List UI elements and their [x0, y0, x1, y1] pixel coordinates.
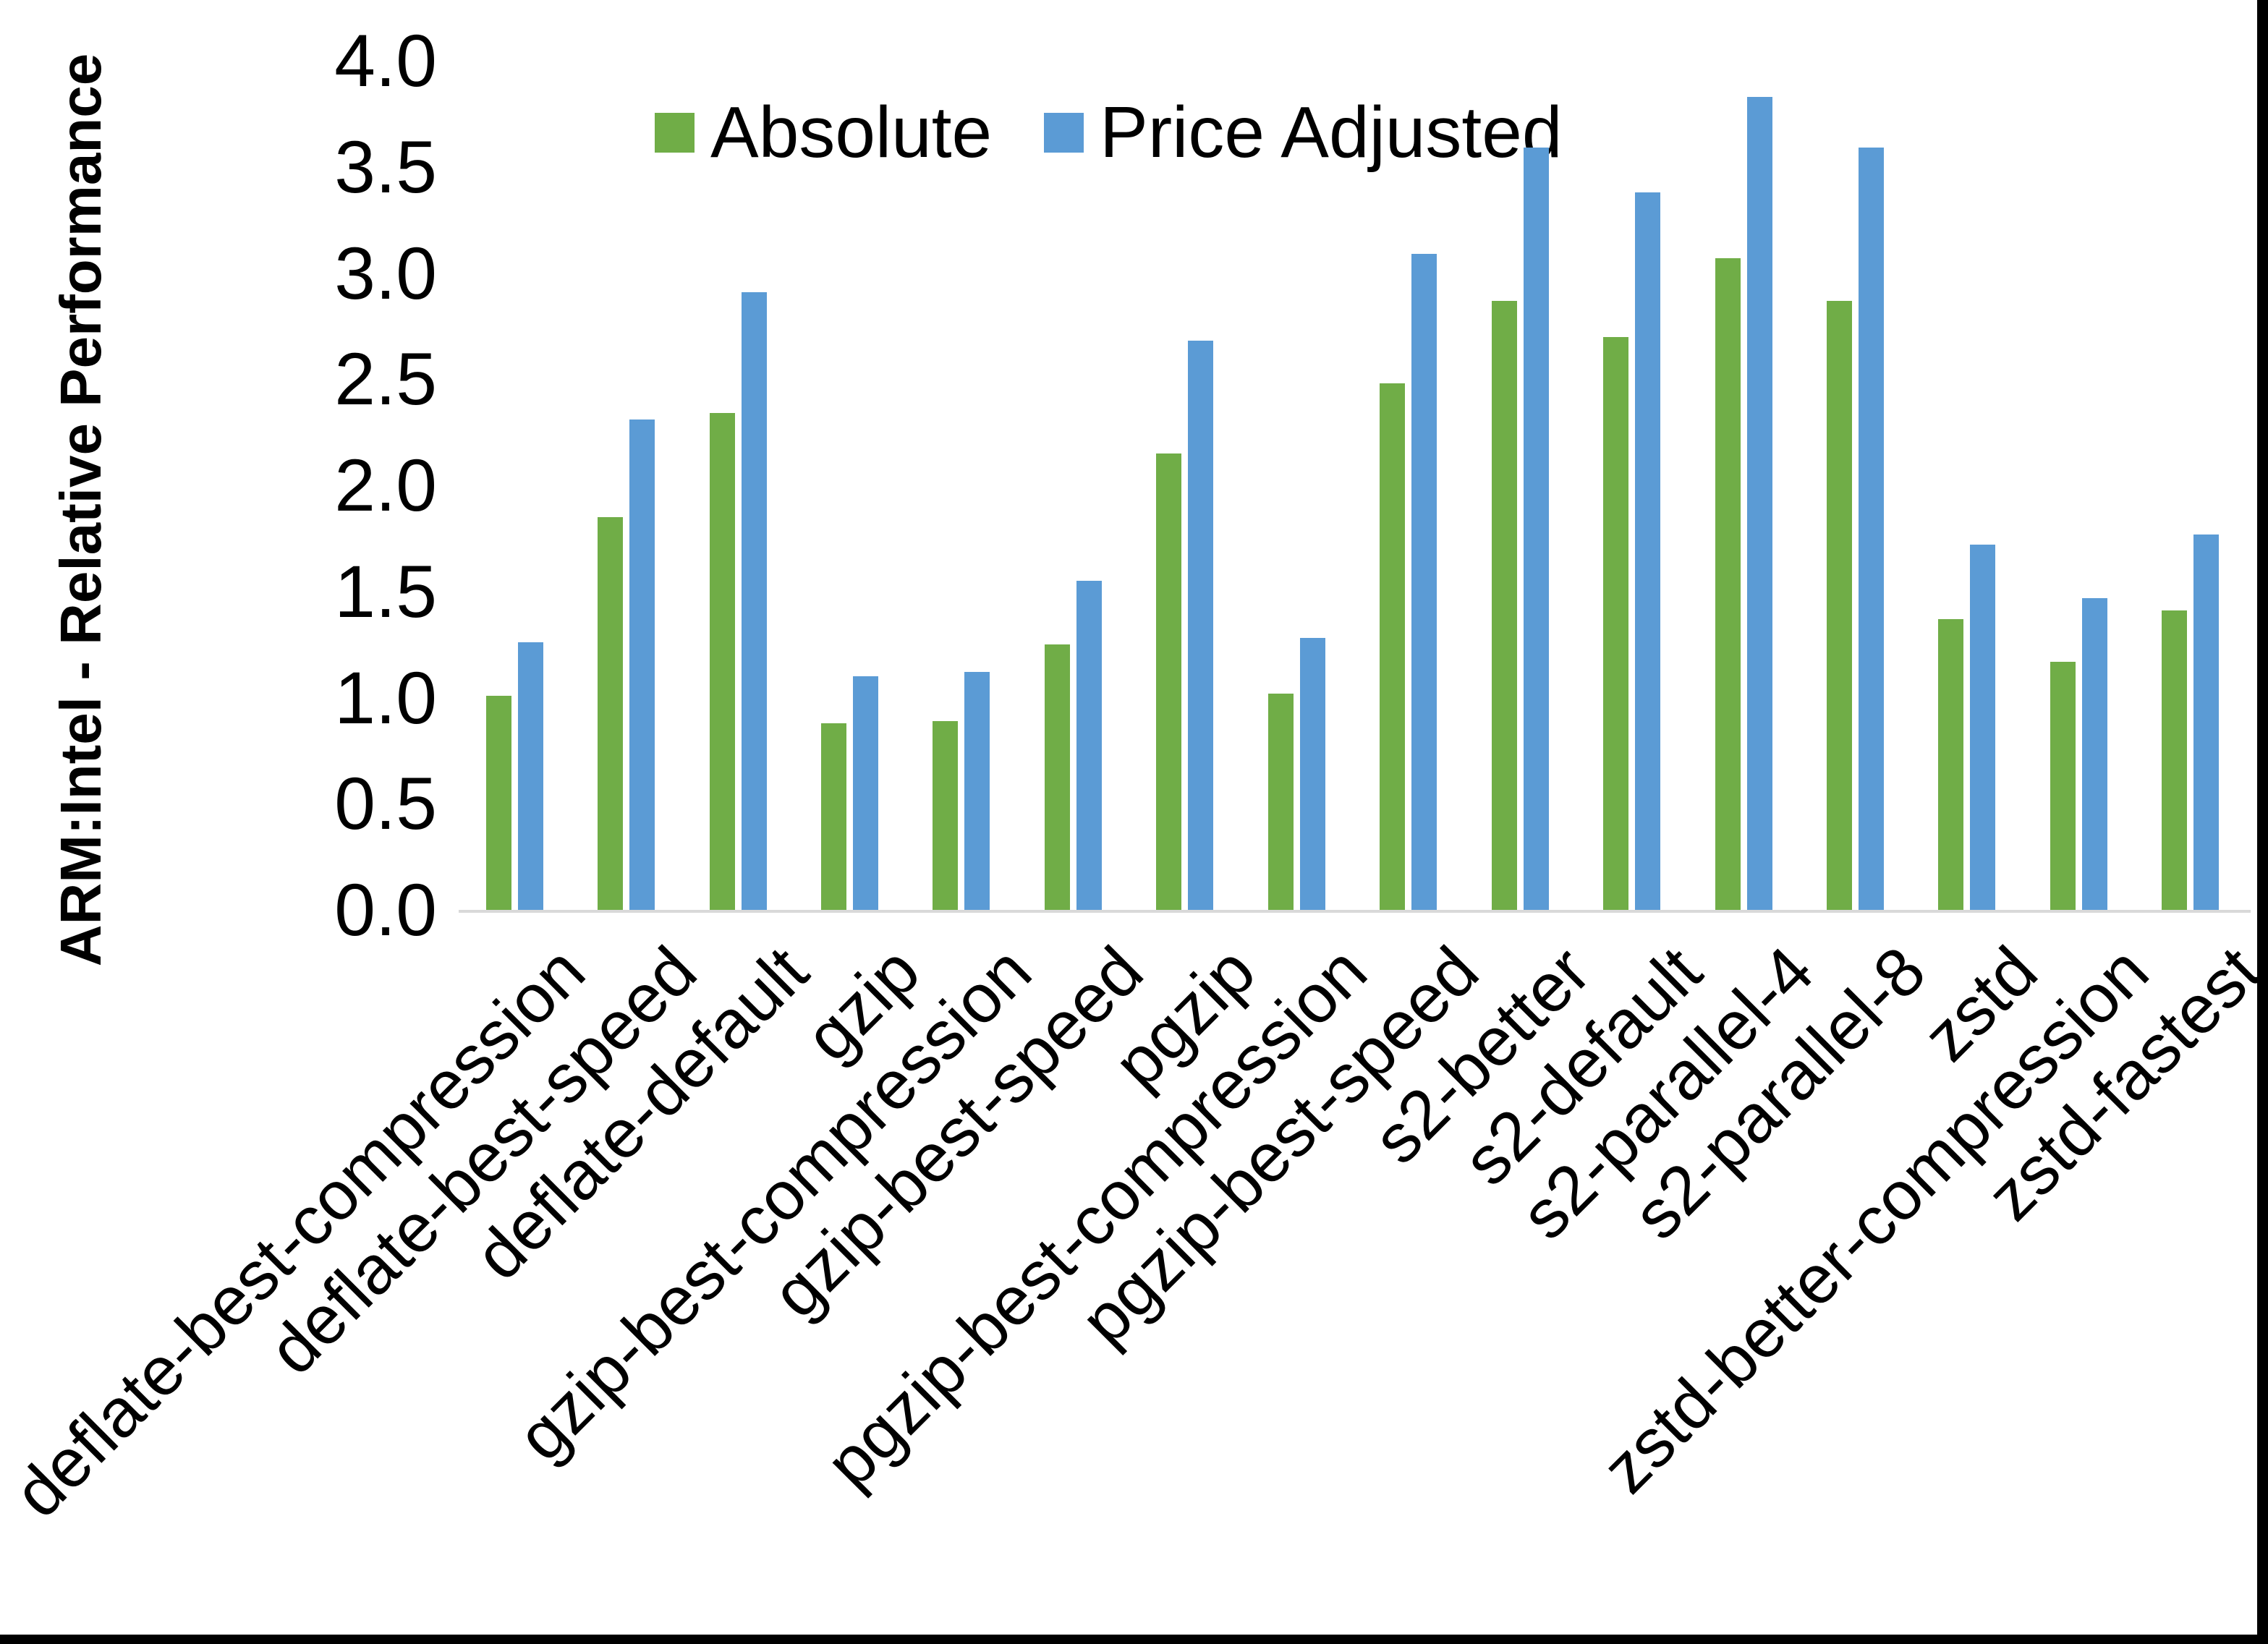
bar-group-s2-better	[1464, 61, 1576, 910]
bar-group-gzip-best-compression	[906, 61, 1017, 910]
bar-price-adjusted-gzip	[853, 676, 879, 910]
bar-absolute-pgzip-best-compression	[1267, 693, 1294, 910]
bar-group-deflate-default	[682, 61, 794, 910]
window-right-border	[2257, 0, 2268, 1644]
legend-label-price-adjusted: Price Adjusted	[1100, 92, 1563, 173]
bar-group-zstd	[1911, 61, 2023, 910]
bar-price-adjusted-pgzip-best-speed	[1411, 254, 1437, 910]
legend-swatch-absolute	[655, 112, 695, 153]
bar-group-zstd-fastest	[2135, 61, 2246, 910]
bar-absolute-s2-parallel-4	[1715, 257, 1741, 910]
bar-price-adjusted-zstd-better-compression	[2081, 597, 2107, 910]
legend-label-absolute: Absolute	[710, 92, 993, 173]
bar-absolute-zstd-fastest	[2162, 610, 2188, 910]
bar-price-adjusted-s2-better	[1523, 148, 1549, 910]
y-tick-0.0: 0.0	[334, 869, 437, 951]
y-tick-1.5: 1.5	[334, 550, 437, 633]
bar-absolute-deflate-best-compression	[485, 695, 511, 910]
bar-absolute-s2-default	[1603, 336, 1629, 910]
bar-group-s2-parallel-4	[1688, 61, 1799, 910]
plot-area	[459, 61, 2246, 910]
bar-price-adjusted-zstd	[1970, 545, 1996, 910]
bar-group-gzip	[794, 61, 905, 910]
bar-price-adjusted-gzip-best-compression	[964, 672, 990, 910]
bar-price-adjusted-s2-default	[1635, 192, 1661, 910]
y-tick-2.5: 2.5	[334, 338, 437, 421]
bar-group-s2-default	[1576, 61, 1687, 910]
bar-group-pgzip-best-compression	[1241, 61, 1352, 910]
legend: Absolute Price Adjusted	[655, 96, 1562, 169]
bar-absolute-deflate-default	[709, 413, 735, 910]
bar-group-gzip-best-speed	[1017, 61, 1129, 910]
bar-absolute-pgzip-best-speed	[1380, 383, 1406, 910]
bar-price-adjusted-s2-parallel-8	[1858, 148, 1884, 910]
bar-absolute-gzip-best-speed	[1044, 644, 1070, 910]
window-bottom-border	[0, 1635, 2268, 1644]
y-tick-0.5: 0.5	[334, 762, 437, 846]
y-tick-2.0: 2.0	[334, 444, 437, 527]
bar-absolute-s2-parallel-8	[1826, 300, 1852, 910]
bar-price-adjusted-deflate-best-speed	[629, 419, 655, 910]
bar-price-adjusted-gzip-best-speed	[1076, 581, 1102, 910]
legend-swatch-price-adjusted	[1044, 112, 1084, 153]
bar-absolute-zstd-better-compression	[2050, 661, 2076, 910]
bar-price-adjusted-s2-parallel-4	[1746, 96, 1772, 910]
bar-price-adjusted-deflate-default	[741, 291, 767, 910]
bar-group-zstd-better-compression	[2023, 61, 2134, 910]
y-tick-3.0: 3.0	[334, 231, 437, 315]
x-axis-line	[459, 910, 2251, 913]
bar-price-adjusted-deflate-best-compression	[517, 642, 543, 910]
y-tick-4.0: 4.0	[334, 20, 437, 102]
bar-price-adjusted-pgzip-best-compression	[1299, 638, 1325, 910]
bar-group-deflate-best-speed	[570, 61, 681, 910]
legend-item-absolute: Absolute	[655, 96, 992, 169]
bar-absolute-pgzip	[1156, 453, 1182, 910]
bar-absolute-deflate-best-speed	[598, 517, 624, 910]
bar-absolute-gzip-best-compression	[933, 720, 959, 910]
bar-price-adjusted-pgzip	[1188, 341, 1214, 910]
bar-group-s2-parallel-8	[1799, 61, 1911, 910]
y-tick-1.0: 1.0	[334, 656, 437, 739]
legend-item-price-adjusted: Price Adjusted	[1044, 96, 1562, 169]
bar-group-deflate-best-compression	[459, 61, 570, 910]
bar-absolute-s2-better	[1491, 300, 1517, 910]
bar-absolute-gzip	[821, 723, 847, 910]
bar-absolute-zstd	[1938, 618, 1964, 910]
bar-group-pgzip-best-speed	[1353, 61, 1464, 910]
bar-group-pgzip	[1129, 61, 1241, 910]
bar-price-adjusted-zstd-fastest	[2193, 534, 2220, 910]
y-tick-3.5: 3.5	[334, 125, 437, 208]
